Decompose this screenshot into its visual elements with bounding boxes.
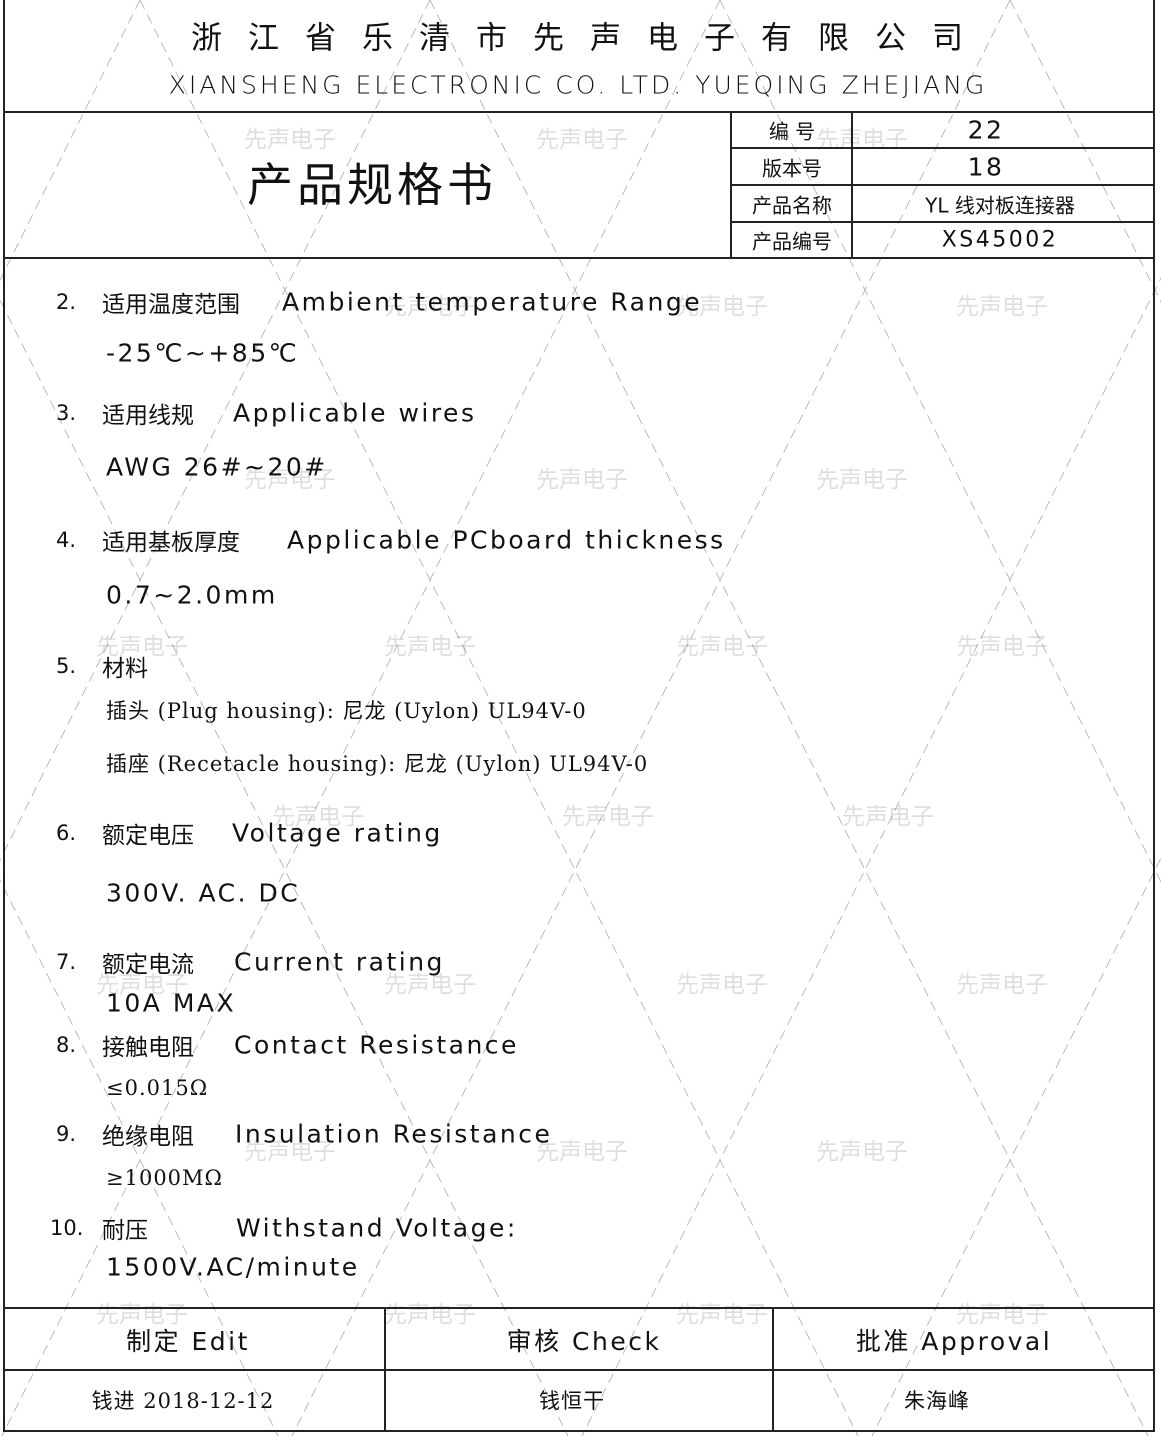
spec-label-cn: 接触电阻 [102, 1035, 194, 1061]
diagonal-line [581, 276, 1161, 1436]
spec-value: ≥1000MΩ [106, 1166, 223, 1190]
watermark: 先声电子 [676, 634, 768, 660]
spec-value: ≤0.015Ω [106, 1076, 209, 1100]
spec-label-en: Contact Resistance [234, 1030, 519, 1060]
check-value: 钱恒干 [539, 1389, 605, 1413]
diagonal-line [139, 0, 859, 1436]
watermark: 先声电子 [676, 1302, 768, 1328]
approval-header: 批准 Approval [855, 1327, 1053, 1356]
watermark: 先声电子 [96, 972, 188, 998]
spec-value: AWG 26#~20# [106, 452, 328, 482]
spec-label-cn: 额定电压 [102, 823, 194, 849]
diagonal-line [0, 0, 431, 862]
info-label: 编 号 [768, 119, 816, 144]
diagonal-line [1, 0, 721, 1436]
watermark: 先声电子 [272, 804, 364, 830]
spec-value: 0.7~2.0mm [106, 580, 278, 610]
spec-label-cn: 适用基板厚度 [102, 530, 240, 556]
watermark: 先声电子 [956, 1302, 1048, 1328]
spec-label-en: Insulation Resistance [235, 1119, 553, 1149]
watermark: 先声电子 [816, 467, 908, 493]
watermark: 先声电子 [536, 127, 628, 153]
spec-number: 7. [56, 950, 77, 974]
info-label: 产品编号 [752, 229, 832, 254]
info-value: YL 线对板连接器 [925, 193, 1075, 218]
spec-number: 5. [56, 654, 77, 678]
diagonal-line [0, 878, 279, 1436]
spec-number: 4. [56, 528, 77, 552]
watermark: 先声电子 [956, 634, 1048, 660]
watermark: 先声电子 [842, 804, 934, 830]
check-header: 审核 Check [506, 1327, 662, 1356]
company-name-cn: 浙江省乐清市先声电子有限公司 [191, 20, 989, 57]
watermark: 先声电子 [676, 972, 768, 998]
watermark: 先声电子 [244, 467, 336, 493]
watermark: 先声电子 [562, 804, 654, 830]
watermark: 先声电子 [956, 294, 1048, 320]
spec-label-en: Voltage rating [232, 818, 443, 848]
watermark: 先声电子 [384, 294, 476, 320]
spec-value: 10A MAX [106, 988, 237, 1018]
edit-header: 制定 Edit [126, 1327, 250, 1356]
watermark: 先声电子 [384, 972, 476, 998]
watermark: 先声电子 [956, 972, 1048, 998]
approval-value: 朱海峰 [904, 1389, 970, 1413]
spec-value: -25℃~+85℃ [106, 338, 300, 368]
spec-value: 插座 (Recetacle housing): 尼龙 (Uylon) UL94V… [106, 752, 649, 776]
diagonal-line [0, 298, 569, 1436]
spec-label-en: Applicable wires [233, 398, 477, 428]
watermark: 先声电子 [244, 127, 336, 153]
spec-label-en: Ambient temperature Range [282, 287, 703, 317]
watermark: 先声电子 [384, 634, 476, 660]
spec-label-en: Withstand Voltage: [236, 1213, 518, 1243]
spec-label-cn: 适用温度范围 [102, 292, 240, 318]
spec-label-cn: 适用线规 [102, 403, 194, 429]
diagonal-line [871, 856, 1161, 1436]
watermark: 先声电子 [676, 294, 768, 320]
watermark: 先声电子 [816, 1139, 908, 1165]
spec-number: 9. [56, 1122, 77, 1146]
diagonal-line [429, 0, 1149, 1436]
company-name-en: XIANSHENG ELECTRONIC CO. LTD. YUEQING ZH… [168, 70, 988, 100]
info-label: 产品名称 [752, 193, 832, 218]
spec-label-cn: 额定电流 [102, 952, 194, 978]
spec-number: 8. [56, 1033, 77, 1057]
spec-label-en: Applicable PCboard thickness [287, 525, 726, 555]
spec-value: 插头 (Plug housing): 尼龙 (Uylon) UL94V-0 [106, 699, 587, 723]
spec-label-cn: 材料 [102, 656, 148, 682]
diagonal-line [291, 0, 1011, 1436]
info-label: 版本号 [762, 156, 822, 181]
watermark: 先声电子 [536, 467, 628, 493]
edit-value: 钱进 2018-12-12 [91, 1389, 275, 1413]
watermark: 先声电子 [244, 1139, 336, 1165]
info-value: 22 [967, 115, 1005, 145]
watermark: 先声电子 [96, 1302, 188, 1328]
watermark: 先声电子 [96, 634, 188, 660]
doc-title: 产品规格书 [247, 158, 497, 212]
spec-value: 300V. AC. DC [106, 878, 301, 908]
spec-value: 1500V.AC/minute [106, 1252, 360, 1282]
watermark: 先声电子 [536, 1139, 628, 1165]
spec-number: 10. [50, 1216, 84, 1240]
spec-label-cn: 耐压 [102, 1218, 148, 1244]
spec-number: 2. [56, 290, 77, 314]
spec-number: 6. [56, 821, 77, 845]
watermark: 先声电子 [384, 1302, 476, 1328]
info-value: XS45002 [941, 227, 1059, 253]
info-value: 18 [967, 152, 1005, 182]
diagonal-line [719, 0, 1161, 884]
spec-label-en: Current rating [234, 947, 445, 977]
spec-number: 3. [56, 401, 77, 425]
spec-label-cn: 绝缘电阻 [102, 1124, 194, 1150]
